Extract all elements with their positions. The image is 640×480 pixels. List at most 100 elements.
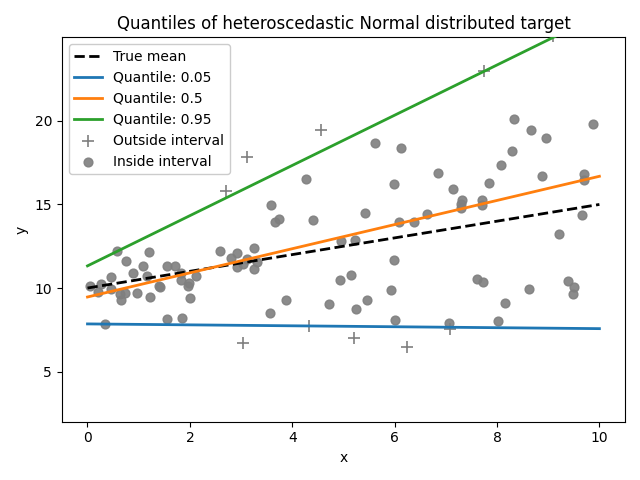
Inside interval xyxy=(138,262,148,270)
Inside interval xyxy=(154,282,164,289)
Inside interval xyxy=(184,279,195,287)
Inside interval xyxy=(579,170,589,178)
Inside interval xyxy=(493,317,503,324)
Inside interval xyxy=(270,218,280,226)
Inside interval xyxy=(477,278,488,286)
Inside interval xyxy=(308,216,318,224)
Outside interval xyxy=(316,126,326,133)
Inside interval xyxy=(112,248,122,255)
Outside interval xyxy=(479,67,490,75)
Inside interval xyxy=(143,248,154,256)
Inside interval xyxy=(115,290,125,298)
Inside interval xyxy=(106,285,116,293)
Inside interval xyxy=(177,314,188,322)
Inside interval xyxy=(386,287,396,294)
Inside interval xyxy=(170,262,180,270)
Inside interval xyxy=(588,120,598,127)
Outside interval xyxy=(445,325,455,333)
Inside interval xyxy=(116,297,126,304)
Inside interval xyxy=(132,289,143,297)
Inside interval xyxy=(477,196,488,204)
Inside interval xyxy=(569,283,579,291)
Inside interval xyxy=(507,147,517,155)
Inside interval xyxy=(120,257,131,264)
Inside interval xyxy=(456,204,466,211)
Inside interval xyxy=(362,296,372,303)
Inside interval xyxy=(477,201,487,209)
Inside interval xyxy=(249,265,259,273)
Inside interval xyxy=(324,300,334,308)
Outside interval xyxy=(349,334,359,342)
Outside interval xyxy=(548,32,558,40)
Inside interval xyxy=(141,272,152,280)
Inside interval xyxy=(232,249,242,257)
Inside interval xyxy=(577,211,587,219)
Outside interval xyxy=(238,340,248,348)
Inside interval xyxy=(484,180,495,187)
Outside interval xyxy=(221,187,232,195)
Inside interval xyxy=(106,273,116,281)
Inside interval xyxy=(444,319,454,326)
Inside interval xyxy=(409,218,419,226)
Inside interval xyxy=(350,236,360,244)
Outside interval xyxy=(303,322,314,330)
Inside interval xyxy=(346,271,356,279)
Inside interval xyxy=(120,289,131,297)
Inside interval xyxy=(360,209,371,217)
Legend: True mean, Quantile: 0.05, Quantile: 0.5, Quantile: 0.95, Outside interval, Insi: True mean, Quantile: 0.05, Quantile: 0.5… xyxy=(69,44,230,174)
Inside interval xyxy=(394,218,404,226)
Inside interval xyxy=(249,244,259,252)
Inside interval xyxy=(265,309,275,316)
Inside interval xyxy=(526,126,536,133)
Inside interval xyxy=(456,200,466,208)
Title: Quantiles of heteroscedastic Normal distributed target: Quantiles of heteroscedastic Normal dist… xyxy=(116,15,570,33)
Inside interval xyxy=(396,144,406,152)
Inside interval xyxy=(163,263,173,270)
Inside interval xyxy=(127,269,138,276)
Inside interval xyxy=(226,254,236,262)
Inside interval xyxy=(100,320,110,328)
Inside interval xyxy=(252,258,262,266)
Inside interval xyxy=(579,176,589,184)
Inside interval xyxy=(422,210,432,218)
Inside interval xyxy=(162,315,172,323)
Inside interval xyxy=(370,139,380,146)
Inside interval xyxy=(447,185,458,192)
Inside interval xyxy=(93,288,103,296)
Inside interval xyxy=(241,256,252,264)
X-axis label: x: x xyxy=(339,451,348,465)
Inside interval xyxy=(536,172,547,180)
Inside interval xyxy=(389,180,399,188)
Inside interval xyxy=(145,293,155,300)
Inside interval xyxy=(232,263,242,271)
Outside interval xyxy=(401,343,412,350)
Inside interval xyxy=(335,276,346,283)
Inside interval xyxy=(509,115,519,122)
Inside interval xyxy=(540,134,550,142)
Inside interval xyxy=(301,175,312,182)
Inside interval xyxy=(433,169,443,177)
Inside interval xyxy=(238,260,248,267)
Inside interval xyxy=(274,215,284,223)
Inside interval xyxy=(554,230,564,238)
Inside interval xyxy=(390,316,401,324)
Inside interval xyxy=(472,275,482,283)
Inside interval xyxy=(215,247,225,255)
Inside interval xyxy=(182,282,193,289)
Inside interval xyxy=(176,276,186,284)
Inside interval xyxy=(457,196,467,204)
Inside interval xyxy=(563,277,573,285)
Inside interval xyxy=(282,297,292,304)
Inside interval xyxy=(85,282,95,290)
Inside interval xyxy=(184,294,195,302)
Inside interval xyxy=(568,290,579,298)
Inside interval xyxy=(388,256,399,264)
Y-axis label: y: y xyxy=(15,226,29,234)
Inside interval xyxy=(95,280,106,288)
Inside interval xyxy=(500,299,510,306)
Inside interval xyxy=(524,285,534,293)
Inside interval xyxy=(266,201,276,209)
Outside interval xyxy=(242,153,252,160)
Inside interval xyxy=(351,305,361,312)
Inside interval xyxy=(191,272,202,280)
